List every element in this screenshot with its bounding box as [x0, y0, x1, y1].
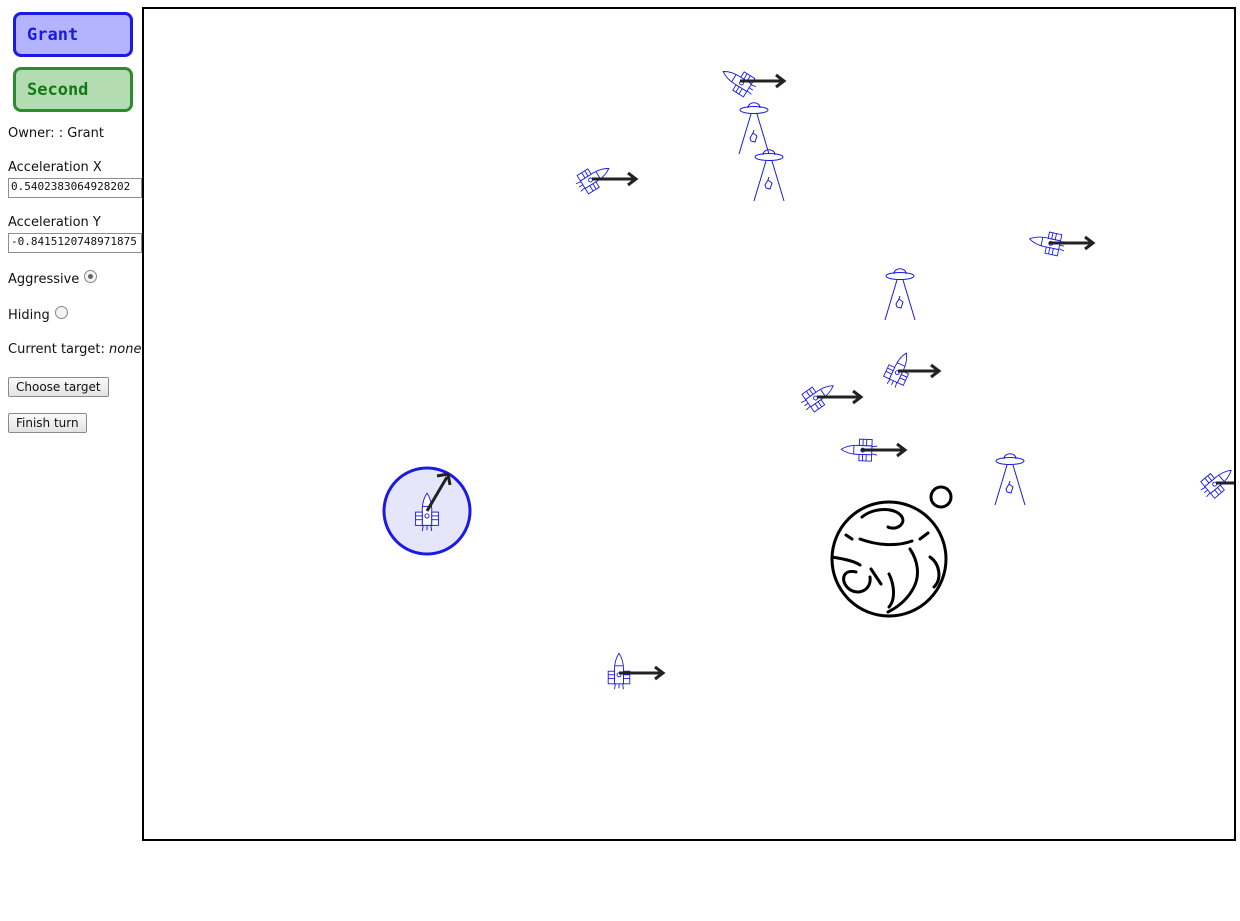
rocket-icon[interactable] — [798, 377, 861, 415]
rocket-icon[interactable] — [881, 348, 939, 390]
rocket-icon[interactable] — [717, 62, 784, 99]
rocket-icon[interactable] — [1027, 228, 1093, 257]
acceleration-x-label: Acceleration X — [8, 160, 102, 175]
moon-icon[interactable] — [931, 487, 951, 507]
player-tab-grant[interactable]: Grant — [13, 12, 133, 57]
aggressive-label: Aggressive — [8, 272, 79, 287]
rocket-icon[interactable] — [841, 439, 905, 462]
control-panel: Grant Second Owner: : Grant Acceleration… — [0, 0, 142, 921]
choose-target-button[interactable]: Choose target — [8, 377, 109, 397]
acceleration-x-input[interactable]: 0.5402383064928202 — [8, 178, 142, 198]
owner-label: Owner: : Grant — [8, 126, 104, 141]
rocket-icon[interactable] — [608, 653, 663, 689]
ufo-icon[interactable] — [995, 454, 1025, 505]
game-board[interactable] — [142, 7, 1236, 841]
rocket-icon[interactable] — [1197, 462, 1234, 502]
player-tab-second[interactable]: Second — [13, 67, 133, 112]
finish-turn-button[interactable]: Finish turn — [8, 413, 87, 433]
hiding-label: Hiding — [8, 308, 50, 323]
current-target-label: Current target: — [8, 342, 105, 357]
aggressive-option: Aggressive — [8, 272, 97, 287]
planet-icon[interactable] — [832, 502, 946, 616]
ufo-icon[interactable] — [754, 150, 784, 201]
hiding-radio[interactable] — [55, 306, 68, 319]
current-target: Current target: none — [8, 342, 141, 357]
selected-rocket-icon[interactable] — [384, 468, 470, 554]
current-target-value: none — [109, 342, 141, 357]
aggressive-radio[interactable] — [84, 270, 97, 283]
ufo-icon[interactable] — [739, 103, 769, 154]
acceleration-y-label: Acceleration Y — [8, 215, 101, 230]
rocket-icon[interactable] — [573, 159, 636, 196]
hiding-option: Hiding — [8, 308, 68, 323]
ufo-icon[interactable] — [885, 269, 915, 320]
acceleration-y-input[interactable]: -0.8415120748971875 — [8, 233, 142, 253]
